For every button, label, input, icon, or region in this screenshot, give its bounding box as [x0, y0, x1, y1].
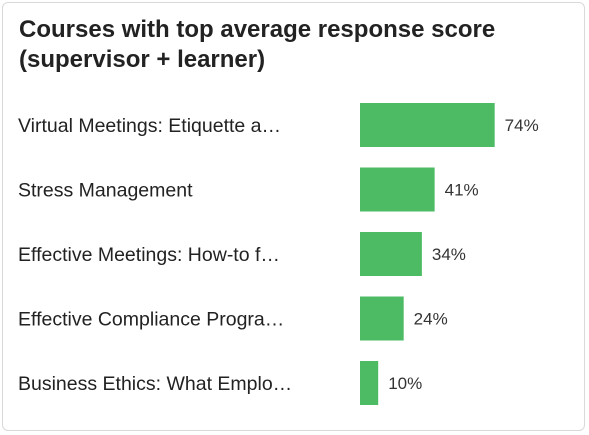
category-label: Virtual Meetings: Etiquette a…: [18, 115, 281, 137]
bar[interactable]: [360, 361, 379, 405]
chart-title: Courses with top average response score …: [19, 16, 496, 73]
chart-card: Courses with top average response score …: [2, 2, 585, 431]
bar[interactable]: [360, 103, 495, 147]
value-label: 24%: [414, 310, 448, 329]
bar[interactable]: [360, 167, 435, 212]
category-label: Business Ethics: What Emplo…: [18, 373, 292, 395]
bar[interactable]: [360, 296, 404, 341]
bar[interactable]: [360, 232, 422, 276]
value-label: 74%: [505, 116, 539, 135]
value-label: 34%: [432, 245, 466, 264]
category-label: Effective Meetings: How-to f…: [18, 244, 280, 266]
category-label: Stress Management: [18, 180, 193, 202]
category-label: Effective Compliance Progra…: [18, 309, 284, 331]
value-label: 10%: [388, 374, 422, 393]
value-label: 41%: [445, 181, 479, 200]
bar-chart: Virtual Meetings: Etiquette a… 74% Stress …: [18, 103, 539, 405]
